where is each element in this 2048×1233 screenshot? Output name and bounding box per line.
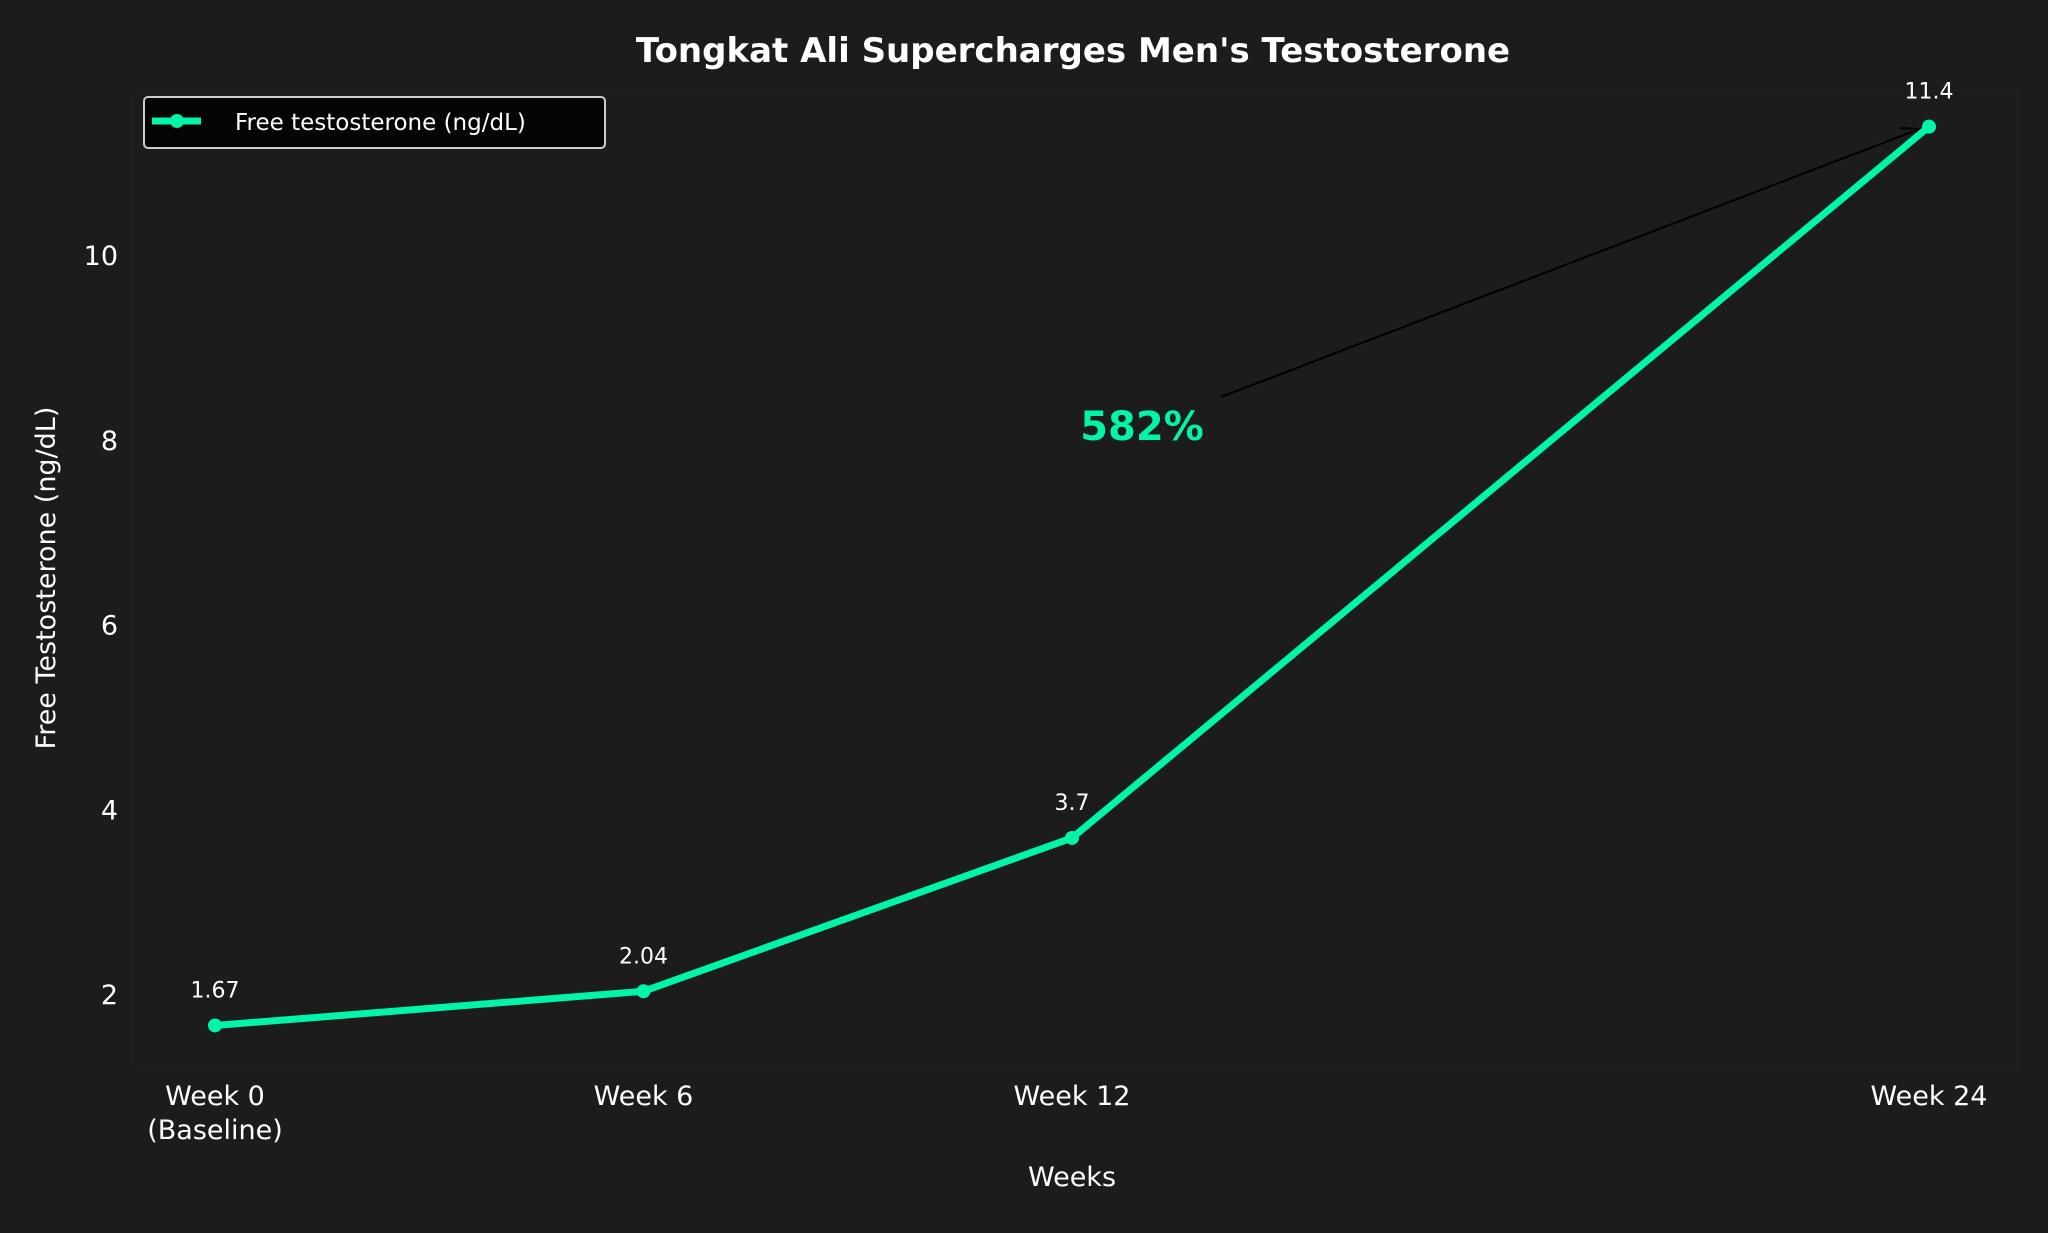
x-tick-label: Week 0 (Baseline) <box>147 1081 283 1146</box>
data-label: 1.67 <box>191 978 240 1003</box>
y-tick-label: 8 <box>101 426 118 457</box>
x-tick-label: Week 12 <box>1014 1081 1131 1112</box>
legend-box <box>143 96 606 149</box>
annotation-arrow <box>1220 129 1918 398</box>
series-line <box>214 123 1932 1029</box>
y-tick-label: 10 <box>84 241 118 272</box>
data-point <box>636 984 651 999</box>
annotation-582: 582% <box>1080 404 1204 450</box>
data-label: 3.7 <box>1055 791 1090 816</box>
y-tick-label: 4 <box>101 795 118 826</box>
data-point <box>208 1018 222 1033</box>
data-point <box>1065 830 1079 845</box>
plot-area <box>132 90 2019 1069</box>
data-point <box>1922 119 1936 134</box>
y-tick-label: 2 <box>101 980 118 1011</box>
legend-marker-swatch <box>170 114 184 128</box>
legend-label: Free testosterone (ng/dL) <box>235 110 526 136</box>
data-label: 11.4 <box>1905 80 1954 105</box>
y-axis-label: Free Testosterone (ng/dL) <box>31 407 62 750</box>
legend: Free testosterone (ng/dL) <box>143 96 606 149</box>
chart-title: Tongkat Ali Supercharges Men's Testoster… <box>636 31 1510 71</box>
y-tick-label: 6 <box>101 611 118 642</box>
x-tick-label: Week 24 <box>1871 1081 1988 1112</box>
data-label: 2.04 <box>619 944 668 969</box>
x-tick-label: Week 6 <box>594 1081 694 1112</box>
x-axis-label: Weeks <box>1028 1162 1116 1193</box>
